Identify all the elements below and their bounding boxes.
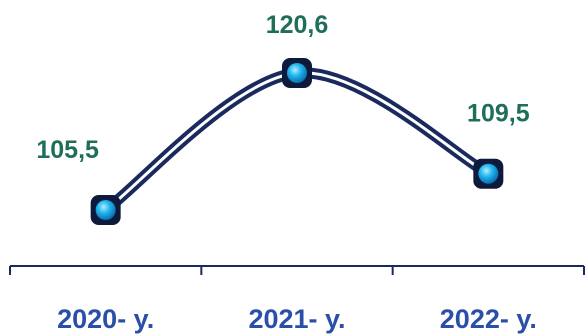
x-axis — [9, 265, 585, 275]
data-point — [282, 58, 312, 88]
x-tick-label: 2022- y. — [440, 304, 537, 334]
data-point-dot — [287, 63, 307, 83]
x-tick-label: 2021- y. — [248, 304, 345, 334]
data-point — [473, 158, 504, 189]
data-point — [90, 195, 121, 225]
data-labels: 105,5 120,6 109,5 — [36, 11, 529, 164]
markers — [90, 58, 504, 225]
series-line-highlight — [104, 71, 490, 212]
data-point-dot — [478, 163, 499, 184]
data-point-dot — [95, 200, 116, 220]
series-line-outline — [100, 67, 494, 216]
data-label: 109,5 — [467, 100, 530, 128]
data-label: 105,5 — [36, 136, 99, 164]
series-line — [100, 67, 494, 216]
tick-labels: 2020- y. 2021- y. 2022- y. — [57, 304, 537, 334]
data-label: 120,6 — [266, 11, 329, 39]
x-tick-label: 2020- y. — [57, 304, 154, 334]
